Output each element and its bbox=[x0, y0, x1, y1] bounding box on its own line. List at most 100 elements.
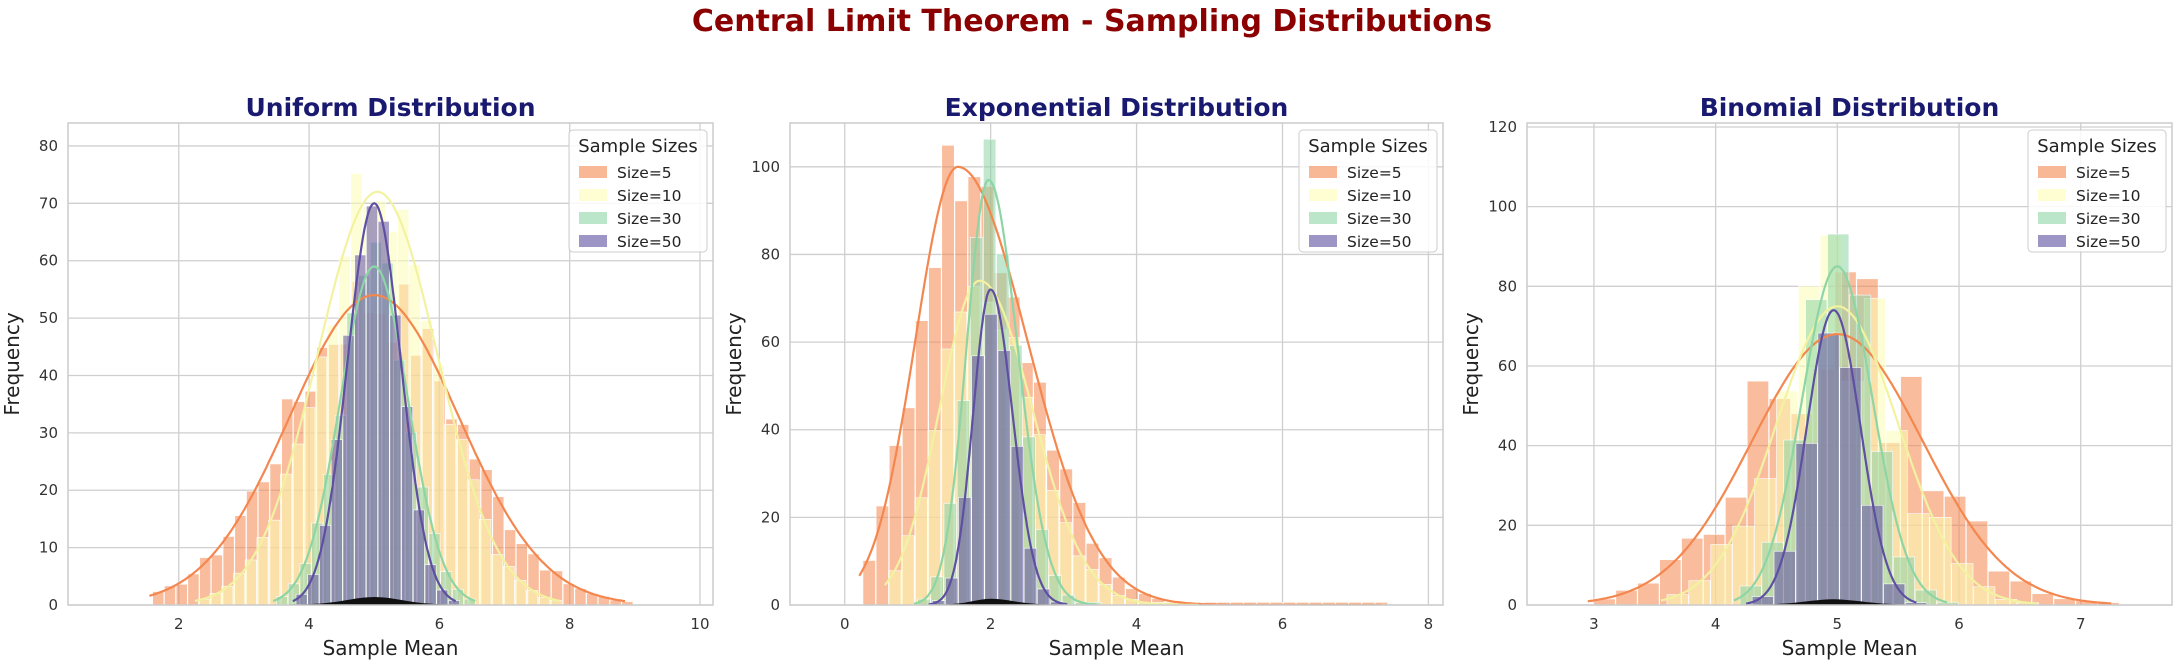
hist-bar bbox=[984, 313, 998, 605]
plot-area bbox=[68, 173, 713, 605]
kde-line-size-50 bbox=[928, 288, 1068, 605]
hist-bar bbox=[401, 406, 414, 605]
y-tick-label: 20 bbox=[761, 508, 780, 526]
legend-swatch bbox=[1309, 235, 1337, 247]
legend-swatch bbox=[1309, 212, 1337, 224]
x-tick-label: 6 bbox=[435, 615, 445, 633]
y-tick-label: 40 bbox=[39, 366, 58, 384]
y-axis-label: Frequency bbox=[0, 312, 24, 415]
kde-line-size-5 bbox=[149, 294, 626, 603]
panel-exponential: 0 20 40 60 80 100 0 2 4 6 8 Exponential Distributio… bbox=[722, 93, 1444, 660]
x-tick-label: 4 bbox=[304, 615, 314, 633]
hist-bar bbox=[342, 335, 355, 605]
y-tick-label: 80 bbox=[39, 137, 58, 155]
x-tick-label: 4 bbox=[1711, 615, 1721, 633]
legend-swatch bbox=[579, 166, 607, 178]
legend-swatch bbox=[1309, 166, 1337, 178]
legend-swatch bbox=[2038, 235, 2066, 247]
hist-bar bbox=[1282, 602, 1297, 605]
kde-line-size-5 bbox=[858, 165, 1381, 605]
hist-bar bbox=[862, 560, 876, 605]
series-size-50 bbox=[1751, 332, 1928, 605]
kde-line-size-50 bbox=[1745, 309, 1917, 605]
legend-swatch bbox=[1309, 189, 1337, 201]
y-tick-label: 60 bbox=[761, 333, 780, 351]
legend-label: Size=5 bbox=[617, 164, 672, 182]
legend-title: Sample Sizes bbox=[2037, 136, 2157, 157]
hist-bar bbox=[436, 589, 449, 605]
x-tick-label: 8 bbox=[565, 615, 575, 633]
x-axis-label: Sample Mean bbox=[1049, 636, 1185, 660]
hist-bar bbox=[1269, 602, 1283, 605]
hist-bar bbox=[901, 535, 915, 605]
hist-bar bbox=[1023, 547, 1038, 605]
legend: Sample Sizes Size=5 Size=10 Size=30 Size=50 bbox=[1298, 129, 1438, 253]
hist-bar bbox=[1309, 602, 1323, 605]
hist-bar bbox=[1361, 602, 1375, 605]
hist-bar bbox=[551, 570, 563, 605]
hist-bar bbox=[1296, 602, 1310, 605]
legend-swatch bbox=[579, 235, 607, 247]
panel-title: Exponential Distribution bbox=[945, 93, 1289, 122]
y-tick-label: 80 bbox=[1498, 277, 1517, 295]
hist-bar bbox=[268, 519, 281, 605]
legend-swatch bbox=[2038, 189, 2066, 201]
hist-bar bbox=[420, 320, 433, 605]
hist-bar bbox=[1335, 602, 1349, 605]
y-axis-label: Frequency bbox=[1459, 312, 1483, 415]
y-tick-label: 40 bbox=[1498, 437, 1517, 455]
legend-label: Size=50 bbox=[617, 233, 682, 251]
x-tick-label: 0 bbox=[840, 615, 850, 633]
y-tick-label: 0 bbox=[48, 596, 58, 614]
hist-bar bbox=[444, 424, 457, 605]
y-tick-label: 60 bbox=[1498, 357, 1517, 375]
y-axis-label: Frequency bbox=[722, 312, 746, 415]
series-size-50 bbox=[295, 205, 460, 605]
legend-label: Size=50 bbox=[1347, 233, 1412, 251]
x-tick-label: 4 bbox=[1132, 615, 1142, 633]
y-tick-label: 70 bbox=[39, 194, 58, 212]
series-size-50 bbox=[931, 313, 1064, 605]
y-tick-label: 60 bbox=[39, 252, 58, 270]
y-tick-label: 10 bbox=[39, 539, 58, 557]
legend-title: Sample Sizes bbox=[1308, 136, 1428, 157]
legend-label: Size=5 bbox=[1347, 164, 1402, 182]
y-tick-label: 50 bbox=[39, 309, 58, 327]
legend-label: Size=30 bbox=[1347, 210, 1412, 228]
hist-bar bbox=[1058, 522, 1073, 605]
x-tick-label: 6 bbox=[1278, 615, 1288, 633]
hist-bar bbox=[621, 601, 634, 605]
y-tick-label: 120 bbox=[1488, 118, 1517, 136]
baseline-density bbox=[68, 596, 713, 605]
hist-bar bbox=[1861, 505, 1884, 605]
hist-bar bbox=[1348, 602, 1362, 605]
x-tick-label: 3 bbox=[1589, 615, 1599, 633]
x-tick-label: 7 bbox=[2076, 615, 2086, 633]
kde-line-size-10 bbox=[194, 190, 561, 603]
x-tick-label: 2 bbox=[174, 615, 184, 633]
y-tick-label: 80 bbox=[761, 245, 780, 263]
legend-label: Size=30 bbox=[2076, 210, 2141, 228]
legend-label: Size=10 bbox=[1347, 187, 1412, 205]
hist-bar bbox=[2031, 593, 2054, 605]
hist-bar bbox=[1710, 544, 1733, 605]
hist-bar bbox=[491, 554, 503, 605]
hist-bar bbox=[1010, 446, 1024, 605]
legend-swatch bbox=[2038, 212, 2066, 224]
hist-bar bbox=[1773, 550, 1796, 605]
hist-bar bbox=[330, 439, 343, 605]
hist-bar bbox=[1037, 588, 1051, 605]
hist-bar bbox=[1230, 602, 1244, 605]
legend-label: Size=10 bbox=[2076, 187, 2141, 205]
y-tick-label: 20 bbox=[39, 481, 58, 499]
kde-line-size-10 bbox=[1660, 305, 2039, 605]
hist-bar bbox=[175, 583, 188, 605]
plot-area bbox=[1527, 233, 2172, 605]
legend-label: Size=50 bbox=[2076, 233, 2141, 251]
hist-bar bbox=[1688, 580, 1711, 605]
plot-frame bbox=[67, 122, 714, 606]
panel-title: Uniform Distribution bbox=[245, 93, 535, 122]
hist-bar bbox=[562, 583, 575, 605]
legend: Sample Sizes Size=5 Size=10 Size=30 Size=50 bbox=[2027, 129, 2167, 253]
hist-bar bbox=[1795, 443, 1818, 605]
